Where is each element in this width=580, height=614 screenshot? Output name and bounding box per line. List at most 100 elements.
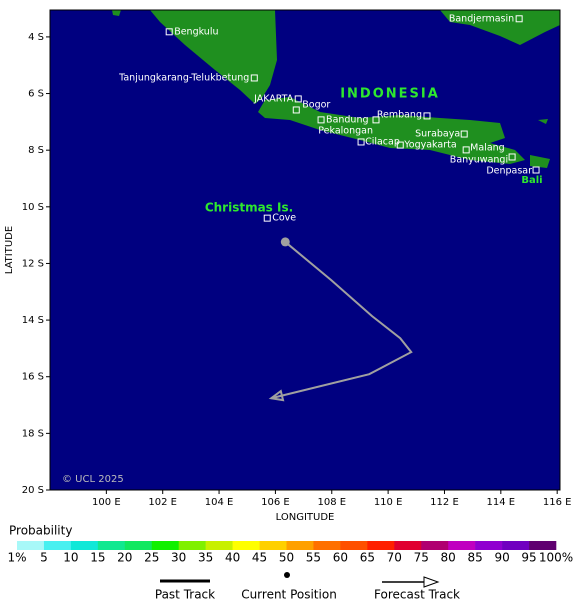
x-tick-label: 112 E: [430, 497, 459, 508]
scale-swatch: [17, 541, 45, 550]
x-axis-title: LONGITUDE: [276, 512, 335, 523]
y-axis-title: LATITUDE: [4, 226, 15, 274]
scale-label: 10: [63, 551, 78, 565]
scale-label: 80: [441, 551, 456, 565]
scale-title: Probability: [9, 524, 72, 538]
scale-label: 25: [144, 551, 159, 565]
scale-label: 75: [414, 551, 429, 565]
city-label: Surabaya: [415, 129, 460, 140]
scale-swatch: [502, 541, 530, 550]
city-marker: [294, 95, 302, 103]
city-label: Pekalongan: [318, 125, 373, 136]
scale-label: 100%: [539, 551, 573, 565]
scale-swatch: [529, 541, 557, 550]
legend-current-position: [284, 572, 290, 578]
city-marker: [372, 116, 380, 124]
y-tick-label: 18 S: [22, 428, 44, 439]
city-label: Yogyakarta: [403, 140, 456, 151]
scale-label: 5: [40, 551, 48, 565]
scale-label: 40: [225, 551, 240, 565]
scale-label: 35: [198, 551, 213, 565]
scale-swatch: [394, 541, 422, 550]
scale-label: 15: [90, 551, 105, 565]
scale-swatch: [475, 541, 503, 550]
scale-label: 1%: [7, 551, 26, 565]
land: [112, 10, 560, 168]
scale-swatch: [151, 541, 179, 550]
scale-swatch: [340, 541, 368, 550]
scale-swatch: [178, 541, 206, 550]
city-label: Tanjungkarang-Telukbetung: [118, 72, 249, 83]
islet: [538, 119, 548, 124]
scale-swatch: [205, 541, 233, 550]
city-marker: [250, 74, 258, 82]
scale-label: 60: [333, 551, 348, 565]
city-marker: [292, 106, 300, 114]
x-tick-label: 108 E: [317, 497, 346, 508]
track-arrowhead: [268, 389, 285, 402]
scale-swatch: [259, 541, 287, 550]
scale-label: 20: [117, 551, 132, 565]
legend-forecast-arrow: [423, 576, 440, 588]
scale-swatch: [313, 541, 341, 550]
island-label: Christmas Is.: [205, 201, 293, 215]
scale-swatch: [97, 541, 126, 550]
x-tick-label: 116 E: [543, 497, 572, 508]
scale-swatch: [43, 541, 72, 550]
city-label: Rembang: [377, 109, 422, 120]
y-tick-label: 4 S: [28, 32, 44, 43]
x-tick-label: 106 E: [261, 497, 290, 508]
scale-label: 70: [387, 551, 402, 565]
city-marker: [423, 112, 431, 120]
islet: [112, 10, 121, 16]
scale-swatch: [448, 541, 476, 550]
y-tick-label: 20 S: [22, 485, 44, 496]
city-marker: [508, 153, 516, 161]
x-tick-label: 104 E: [205, 497, 234, 508]
scale-swatch: [286, 541, 314, 550]
country-label: INDONESIA: [340, 87, 440, 102]
bali: [530, 155, 550, 168]
current-position: [280, 237, 290, 247]
x-tick-label: 100 E: [92, 497, 121, 508]
city-marker: [515, 15, 523, 23]
scale-label: 30: [171, 551, 186, 565]
city-marker: [396, 141, 404, 149]
y-tick-label: 14 S: [22, 315, 44, 326]
city-marker: [462, 146, 470, 154]
city-label: Cove: [272, 213, 296, 224]
x-tick-label: 110 E: [374, 497, 403, 508]
scale-swatch: [70, 541, 99, 550]
scale-swatch: [124, 541, 153, 550]
city-label: Malang: [470, 142, 505, 153]
city-label: Banyuwangi: [450, 154, 508, 165]
city-marker: [532, 166, 540, 174]
city-label: Bogor: [302, 99, 330, 110]
x-tick-label: 114 E: [487, 497, 516, 508]
city-marker: [317, 116, 325, 124]
y-tick-label: 16 S: [22, 372, 44, 383]
scale-label: 55: [306, 551, 321, 565]
y-tick-label: 12 S: [22, 258, 44, 269]
ocean: [50, 10, 560, 490]
city-label: Bengkulu: [174, 26, 218, 37]
scale-swatch: [367, 541, 395, 550]
y-tick-label: 6 S: [28, 89, 44, 100]
map-frame: [49, 9, 561, 491]
x-tick-label: 102 E: [148, 497, 177, 508]
copyright: © UCL 2025: [62, 474, 124, 485]
city-label: JAKARTA: [253, 93, 294, 104]
scale-label: 90: [494, 551, 509, 565]
java: [258, 97, 525, 164]
scale-label: 95: [521, 551, 536, 565]
scale-swatch: [421, 541, 449, 550]
scale-label: 85: [468, 551, 483, 565]
city-marker: [460, 130, 468, 138]
city-label: Bandjermasin: [449, 13, 514, 24]
sumatra: [150, 10, 277, 104]
forecast-track: [270, 241, 413, 400]
y-tick-label: 10 S: [22, 202, 44, 213]
scale-swatch: [232, 541, 260, 550]
legend-label: Past Track: [155, 588, 215, 602]
scale-label: 45: [252, 551, 267, 565]
